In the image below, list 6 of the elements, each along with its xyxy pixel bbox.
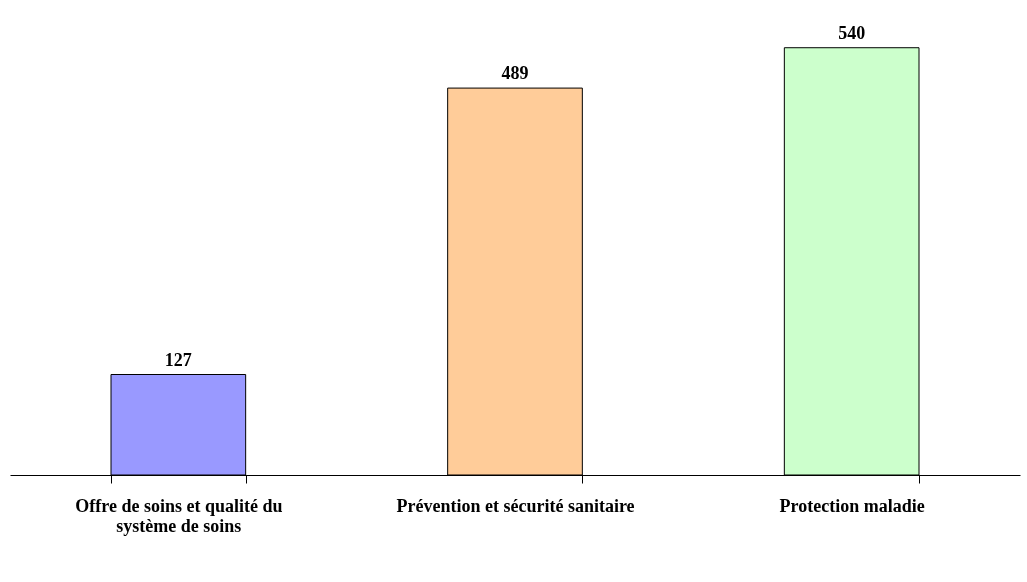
data-label: 127 (164, 349, 192, 370)
x-tick-label: Offre de soins et qualité du système de soins (75, 495, 283, 536)
x-tick-label: Prévention et sécurité sanitaire (396, 495, 635, 516)
x-tick-label: Protection maladie (779, 495, 925, 516)
data-label: 489 (501, 63, 529, 84)
data-label: 540 (838, 22, 866, 43)
